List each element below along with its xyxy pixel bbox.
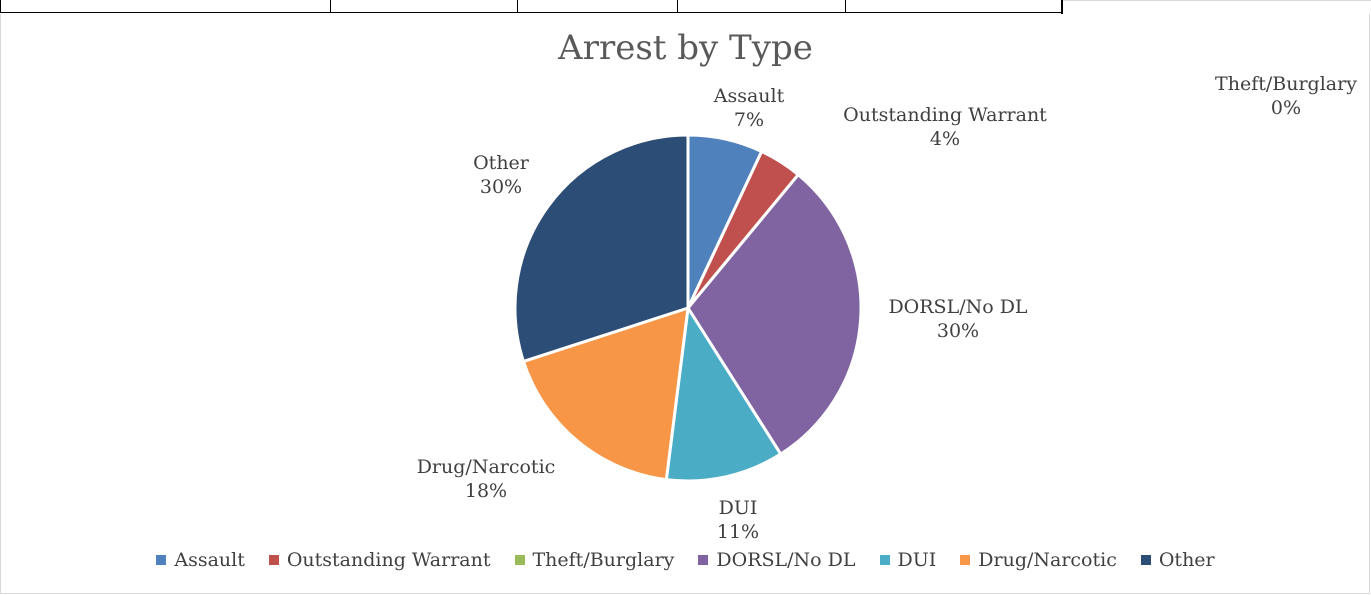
table-cell: [0, 0, 331, 13]
legend-item-assault[interactable]: Assault: [156, 549, 245, 571]
data-label-value: 0%: [1270, 97, 1302, 119]
data-label-category: Drug/Narcotic: [416, 456, 556, 478]
legend-swatch: [1140, 555, 1151, 565]
data-label-value: 7%: [733, 109, 765, 131]
legend-label: DORSL/No DL: [716, 549, 856, 571]
legend-swatch: [156, 555, 167, 565]
legend-item-dorsl-no-dl[interactable]: DORSL/No DL: [698, 549, 856, 571]
pie-slice-other[interactable]: [513, 133, 690, 363]
legend-swatch: [698, 555, 709, 565]
data-label-category: Other: [473, 152, 529, 174]
data-label-value: 11%: [716, 521, 760, 543]
legend-item-drug-narcotic[interactable]: Drug/Narcotic: [960, 549, 1117, 571]
pie-slice-dui[interactable]: [664, 306, 783, 483]
chart-legend[interactable]: Assault Outstanding Warrant Theft/Burglary…: [0, 549, 1371, 571]
legend-label: Assault: [174, 549, 245, 571]
table-border-strip: [0, 0, 1063, 14]
table-cell: [517, 0, 678, 13]
chart-area[interactable]: [0, 14, 1370, 594]
data-label-value: 18%: [464, 480, 508, 502]
data-label-category: DUI: [718, 497, 758, 519]
data-label-dui[interactable]: DUI 11%: [717, 496, 759, 544]
legend-label: Other: [1158, 549, 1215, 571]
sheet-gridline: [1063, 0, 1371, 1]
data-label-category: Theft/Burglary: [1215, 73, 1357, 95]
legend-label: Theft/Burglary: [532, 549, 675, 571]
legend-swatch: [879, 555, 890, 565]
data-label-category: Assault: [713, 85, 785, 107]
data-label-value: 4%: [929, 128, 961, 150]
pie-slices: [513, 133, 863, 483]
table-cell: [677, 0, 846, 13]
pie-slice-drug-narcotic[interactable]: [521, 306, 690, 482]
chart-title[interactable]: Arrest by Type: [558, 28, 813, 68]
data-label-dorsl-no-dl[interactable]: DORSL/No DL 30%: [888, 295, 1027, 343]
table-cell: [845, 0, 1062, 13]
data-label-outstanding-warrant[interactable]: Outstanding Warrant 4%: [843, 103, 1047, 151]
legend-label: Drug/Narcotic: [978, 549, 1117, 571]
data-label-value: 30%: [479, 176, 523, 198]
legend-item-outstanding-warrant[interactable]: Outstanding Warrant: [268, 549, 491, 571]
legend-item-other[interactable]: Other: [1140, 549, 1215, 571]
legend-label: DUI: [897, 549, 937, 571]
data-label-drug-narcotic[interactable]: Drug/Narcotic 18%: [417, 455, 556, 503]
legend-label: Outstanding Warrant: [286, 549, 491, 571]
data-label-category: DORSL/No DL: [888, 296, 1028, 318]
legend-item-dui[interactable]: DUI: [879, 549, 937, 571]
legend-swatch: [960, 555, 971, 565]
legend-swatch: [268, 555, 279, 565]
data-label-value: 30%: [936, 320, 980, 342]
data-label-assault[interactable]: Assault 7%: [714, 84, 785, 132]
data-label-category: Outstanding Warrant: [843, 104, 1047, 126]
data-label-other[interactable]: Other 30%: [473, 151, 529, 199]
legend-swatch: [514, 555, 525, 565]
table-cell: [330, 0, 518, 13]
table-right-edge: [1061, 0, 1063, 14]
data-label-theft-burglary[interactable]: Theft/Burglary 0%: [1215, 72, 1357, 120]
legend-item-theft-burglary[interactable]: Theft/Burglary: [514, 549, 675, 571]
pie-slice-dorsl-no-dl[interactable]: [686, 173, 863, 456]
